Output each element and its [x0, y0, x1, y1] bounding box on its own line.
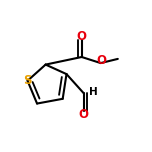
- Text: O: O: [77, 30, 87, 43]
- Text: O: O: [79, 108, 89, 121]
- Text: O: O: [97, 54, 107, 67]
- Text: H: H: [89, 87, 98, 97]
- Text: S: S: [23, 74, 32, 87]
